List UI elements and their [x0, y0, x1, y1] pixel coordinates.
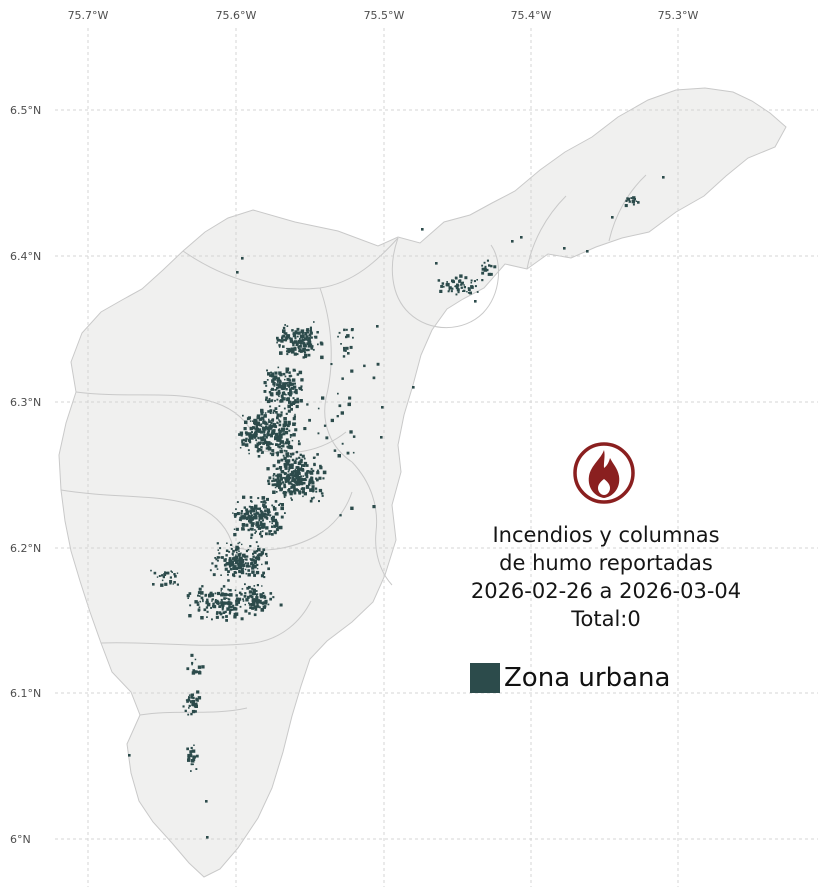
axis-labels: 75.7°W 75.6°W 75.5°W 75.4°W 75.3°W 6.5°N… [10, 9, 699, 846]
lat-tick-label: 6.5°N [10, 104, 41, 117]
lon-tick-label: 75.4°W [511, 9, 552, 22]
municipal-boundary [351, 461, 393, 586]
annotation-line-1: Incendios y columnas [492, 523, 720, 547]
grid-lines [55, 28, 818, 887]
municipalities-layer [58, 87, 787, 878]
municipal-boundary [391, 237, 500, 329]
annotation-line-2: de humo reportadas [499, 551, 713, 575]
lat-tick-label: 6.4°N [10, 250, 41, 263]
lon-tick-label: 75.5°W [364, 9, 405, 22]
legend-label-urban: Zona urbana [504, 663, 671, 693]
municipal-boundary [100, 600, 312, 646]
urban-zones-layer [128, 176, 665, 839]
legend: Zona urbana [470, 663, 670, 693]
municipal-boundary [319, 287, 353, 463]
region-outline [58, 87, 787, 878]
annotation-total: Total:0 [571, 607, 641, 631]
fire-icon [573, 442, 635, 504]
municipal-boundary [60, 489, 234, 548]
lat-tick-label: 6°N [10, 833, 31, 846]
fire-report-annotation: Incendios y columnas de humo reportadas … [438, 521, 774, 633]
lat-tick-label: 6.1°N [10, 687, 41, 700]
municipal-boundary [232, 491, 353, 551]
lon-tick-label: 75.3°W [658, 9, 699, 22]
municipal-boundary [526, 195, 567, 270]
annotation-line-3: 2026-02-26 a 2026-03-04 [470, 579, 742, 603]
lat-tick-label: 6.2°N [10, 542, 41, 555]
legend-swatch-urban [470, 663, 500, 693]
lon-tick-label: 75.6°W [216, 9, 257, 22]
lat-tick-label: 6.3°N [10, 396, 41, 409]
municipal-boundary [182, 237, 399, 290]
municipal-boundary [258, 431, 347, 454]
lon-tick-label: 75.7°W [68, 9, 109, 22]
municipal-boundary [608, 174, 647, 242]
